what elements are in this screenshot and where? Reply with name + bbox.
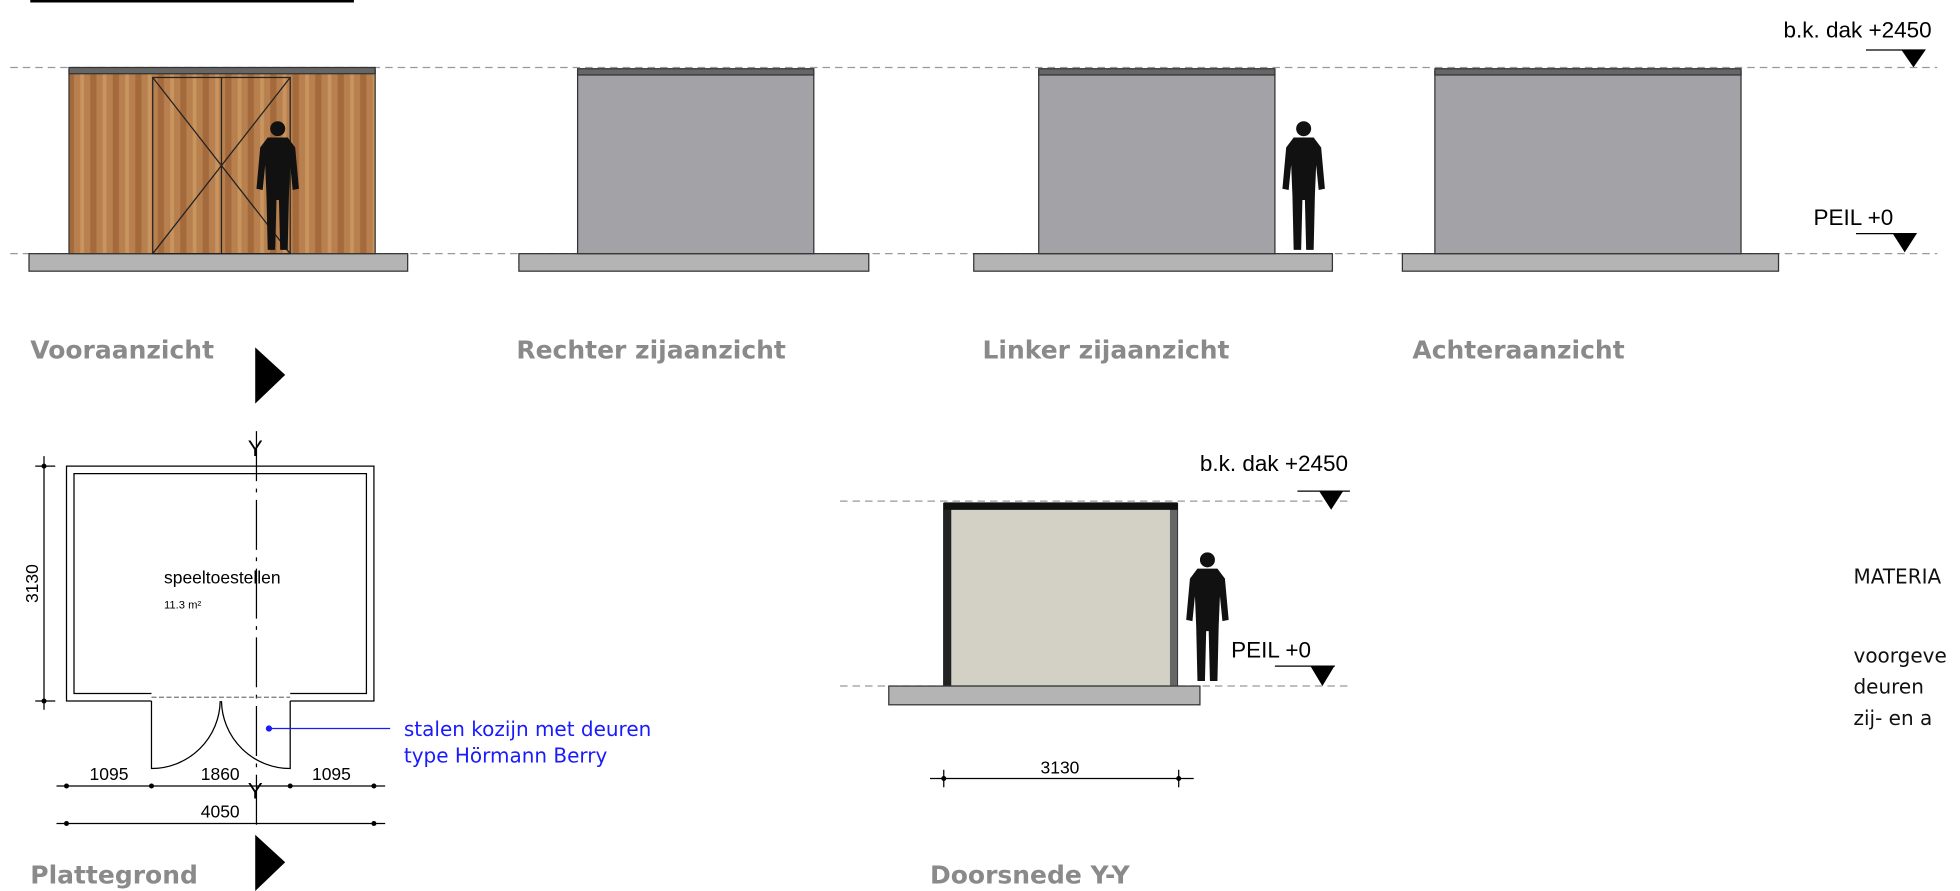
- view-title: Rechter zijaanzicht: [516, 336, 786, 365]
- room-name: speeltoestellen: [164, 568, 281, 588]
- view-title: Vooraanzicht: [30, 336, 214, 365]
- front-elevation: [29, 67, 408, 271]
- dimension: 3130: [1041, 758, 1080, 778]
- floor-level-label: PEIL +0: [1231, 637, 1311, 662]
- view-title: Linker zijaanzicht: [982, 336, 1229, 365]
- annotation: type Hörmann Berry: [404, 743, 608, 767]
- dimension: 3130: [22, 564, 42, 603]
- dimension: 1095: [312, 764, 351, 784]
- dimension: 4050: [201, 801, 240, 821]
- level-marker: [1866, 50, 1925, 66]
- view-title: Doorsnede Y-Y: [930, 861, 1131, 890]
- section-mark: Y: [248, 779, 263, 804]
- view-title: Plattegrond: [30, 861, 198, 890]
- materials-line: voorgeve: [1854, 643, 1947, 667]
- left-elevation: [974, 69, 1333, 271]
- materials-line: deuren: [1854, 675, 1924, 699]
- floor-level-label: PEIL +0: [1814, 205, 1894, 230]
- materials-line: zij- en a: [1854, 706, 1933, 730]
- roof-level-label: b.k. dak +2450: [1200, 451, 1348, 476]
- drawing: b.k. dak +2450 PEIL +0 Vooraanzicht Rech…: [0, 0, 1960, 891]
- section-mark: Y: [248, 436, 263, 461]
- annotation: stalen kozijn met deuren: [404, 717, 651, 741]
- room-area: 11.3 m²: [164, 600, 202, 612]
- right-elevation: [519, 69, 869, 271]
- dimension: 1860: [201, 764, 240, 784]
- back-elevation: [1402, 69, 1778, 271]
- roof-level-label: b.k. dak +2450: [1784, 17, 1932, 42]
- materials-heading: MATERIA: [1854, 565, 1942, 589]
- view-title: Achteraanzicht: [1412, 336, 1624, 365]
- dimension: 1095: [90, 764, 129, 784]
- level-marker: [1856, 234, 1916, 251]
- page: {"levels": {"roof": "b.k. dak +2450", "f…: [0, 0, 1960, 891]
